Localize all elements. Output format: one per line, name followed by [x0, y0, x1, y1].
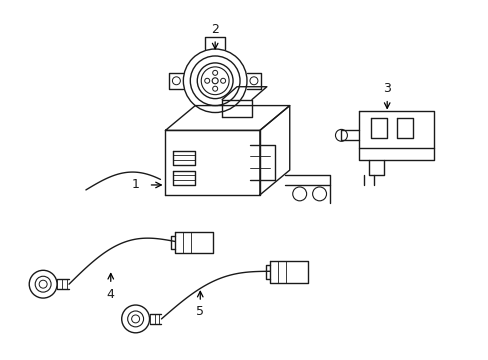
Text: 3: 3	[383, 82, 390, 95]
Text: 5: 5	[196, 306, 204, 319]
Text: 4: 4	[106, 288, 115, 301]
Text: 2: 2	[211, 23, 219, 36]
Text: 1: 1	[131, 179, 139, 192]
